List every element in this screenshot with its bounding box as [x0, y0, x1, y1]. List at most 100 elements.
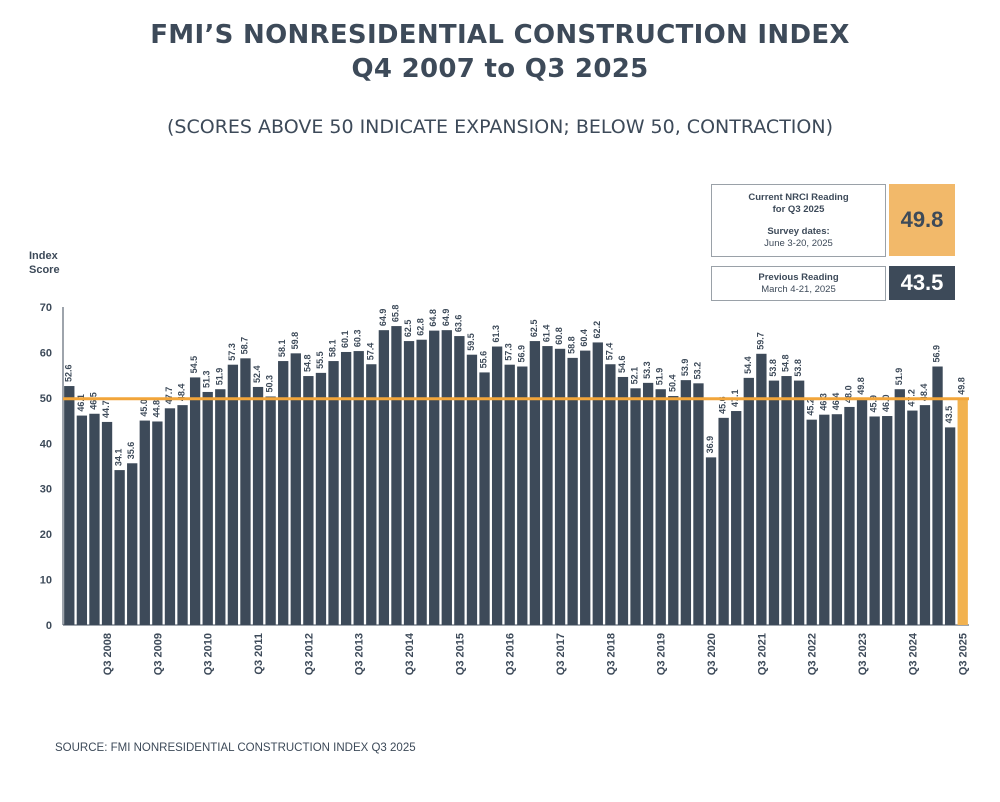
data-label: 62.5 — [529, 320, 539, 338]
bar — [957, 398, 968, 625]
data-label: 59.5 — [466, 333, 476, 351]
data-label: 50.3 — [265, 375, 275, 393]
bar — [554, 348, 566, 625]
y-tick-label: 20 — [40, 529, 52, 541]
bar — [89, 413, 100, 625]
data-label: 52.6 — [63, 365, 73, 383]
x-tick-label: Q3 2019 — [656, 633, 668, 675]
x-tick-label: Q3 2022 — [807, 633, 819, 675]
y-tick-label: 60 — [40, 347, 52, 359]
y-tick-label: 40 — [40, 438, 52, 450]
data-label: 64.9 — [441, 309, 451, 327]
bar — [944, 427, 956, 625]
data-label: 34.1 — [114, 449, 124, 467]
bar — [152, 421, 163, 625]
data-label: 62.8 — [416, 318, 426, 336]
x-tick-label: Q3 2009 — [152, 633, 164, 675]
data-label: 36.9 — [705, 436, 715, 454]
bar — [567, 357, 578, 625]
bar — [441, 330, 452, 625]
data-label: 44.8 — [151, 400, 161, 418]
data-label: 57.3 — [227, 343, 237, 361]
x-tick-label: Q3 2015 — [454, 633, 466, 675]
data-label: 45.0 — [139, 399, 149, 417]
bar — [517, 366, 528, 625]
bar — [668, 396, 679, 625]
survey-dates-value: June 3-20, 2025 — [764, 238, 833, 249]
data-label: 53.2 — [692, 362, 702, 380]
data-label: 52.4 — [252, 365, 262, 383]
x-tick-label: Q3 2014 — [404, 632, 416, 675]
data-label: 43.5 — [944, 406, 954, 424]
previous-reading-label: Previous Reading — [758, 272, 839, 283]
data-label: 58.8 — [567, 336, 577, 354]
x-tick-label: Q3 2010 — [203, 633, 215, 675]
data-label: 53.8 — [768, 359, 778, 377]
data-label: 49.8 — [856, 377, 866, 395]
bar — [655, 389, 666, 625]
data-label: 44.7 — [101, 400, 111, 418]
bar — [894, 389, 905, 625]
data-label: 51.9 — [894, 368, 904, 386]
data-label: 45.6 — [718, 396, 728, 414]
previous-reading-value: 43.5 — [889, 266, 955, 300]
bar — [617, 376, 629, 625]
bar — [202, 391, 213, 625]
chart-title-line1: FMI’S NONRESIDENTIAL CONSTRUCTION INDEX — [150, 20, 850, 50]
data-label: 57.3 — [504, 343, 514, 361]
bar — [630, 388, 641, 625]
bar — [265, 396, 276, 625]
bar — [856, 398, 868, 625]
bar — [793, 380, 805, 625]
chart-subtitle: (SCORES ABOVE 50 INDICATE EXPANSION; BEL… — [167, 116, 833, 138]
data-label: 62.5 — [403, 320, 413, 338]
data-label: 62.2 — [592, 321, 602, 339]
bar — [580, 350, 591, 625]
bar — [64, 386, 75, 625]
bar — [693, 383, 704, 625]
current-reading-value: 49.8 — [889, 184, 955, 256]
bar — [403, 341, 415, 625]
bar — [391, 326, 402, 625]
bar — [919, 405, 931, 625]
data-label: 60.4 — [579, 329, 589, 347]
bar — [340, 351, 352, 625]
bar — [353, 351, 364, 625]
data-label: 51.3 — [202, 370, 212, 388]
data-label: 47.7 — [164, 387, 174, 405]
bar — [227, 364, 239, 625]
bar — [605, 364, 616, 625]
data-label: 45.9 — [869, 395, 879, 413]
data-label: 61.3 — [491, 325, 501, 343]
data-label: 46.0 — [881, 394, 891, 412]
data-label: 63.6 — [453, 315, 463, 333]
bar — [718, 417, 729, 625]
bar — [592, 342, 603, 625]
current-reading-label: Current NRCI Reading — [748, 192, 849, 203]
bar — [819, 414, 830, 625]
x-tick-label: Q3 2020 — [706, 633, 718, 675]
x-tick-label: Q3 2023 — [857, 633, 869, 675]
data-label: 48.4 — [919, 384, 929, 402]
bar — [76, 415, 88, 625]
x-tick-label: Q3 2017 — [555, 633, 567, 675]
bar — [932, 366, 943, 625]
bar — [378, 330, 390, 625]
y-tick-label: 50 — [40, 393, 52, 405]
data-label: 64.8 — [428, 309, 438, 327]
data-label: 65.8 — [390, 305, 400, 323]
bar — [642, 382, 654, 625]
data-label: 52.1 — [630, 367, 640, 385]
bar — [127, 463, 138, 625]
bar — [743, 377, 754, 625]
x-tick-label: Q3 2018 — [605, 633, 617, 675]
bar — [189, 377, 201, 625]
bar — [101, 421, 113, 625]
data-label: 58.7 — [239, 337, 249, 355]
bar — [215, 389, 226, 625]
data-label: 64.9 — [378, 309, 388, 327]
bar — [366, 364, 377, 625]
data-label: 55.6 — [479, 351, 489, 369]
data-label: 57.4 — [365, 343, 375, 361]
